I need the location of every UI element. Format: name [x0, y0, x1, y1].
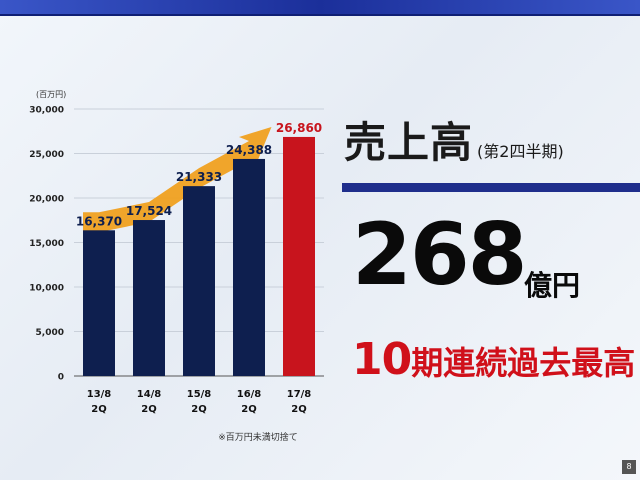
- y-tick-label: 15,000: [29, 239, 64, 249]
- bar: [83, 230, 115, 376]
- x-tick-sublabel: 2Q: [291, 404, 306, 415]
- x-tick-sublabel: 2Q: [191, 404, 206, 415]
- record-statement: 10期連続過去最高: [352, 338, 635, 382]
- chart-footnote: ※百万円未満切捨て: [218, 431, 298, 443]
- y-tick-label: 25,000: [29, 150, 64, 160]
- x-tick-sublabel: 2Q: [91, 404, 106, 415]
- y-tick-label: 5,000: [36, 328, 64, 338]
- x-tick-sublabel: 2Q: [241, 404, 256, 415]
- sales-value: 268: [352, 205, 528, 305]
- x-tick-label: 17/8: [287, 389, 312, 400]
- y-tick-label: 20,000: [29, 195, 64, 205]
- y-tick-label: 0: [58, 373, 64, 383]
- bar-value-label: 24,388: [226, 143, 272, 157]
- bar-value-label: 17,524: [126, 204, 172, 218]
- y-tick-label: 10,000: [29, 284, 64, 294]
- record-count: 10: [352, 334, 412, 385]
- page-number: 8: [622, 460, 636, 474]
- bar-value-label: 26,860: [276, 121, 322, 135]
- header-rule: [0, 14, 640, 16]
- x-tick-label: 13/8: [87, 389, 112, 400]
- sales-unit: 億円: [524, 269, 581, 302]
- bar-value-label: 16,370: [76, 214, 122, 228]
- header-banner: [0, 0, 640, 14]
- y-axis-unit-label: (百万円): [36, 90, 66, 99]
- headline-title-main: 売上高: [344, 118, 474, 167]
- x-tick-label: 15/8: [187, 389, 212, 400]
- bar: [133, 220, 165, 376]
- headline-title: 売上高 (第2四半期): [344, 122, 564, 164]
- headline-subtitle: (第2四半期): [477, 142, 564, 161]
- bar: [183, 186, 215, 376]
- bar: [233, 158, 265, 376]
- bar-value-label: 21,333: [176, 170, 222, 184]
- title-underline-bar: [342, 183, 640, 192]
- x-tick-sublabel: 2Q: [141, 404, 156, 415]
- x-tick-label: 14/8: [137, 389, 162, 400]
- y-tick-label: 30,000: [29, 106, 64, 116]
- bar-highlighted: [283, 136, 315, 376]
- trend-arrow: [83, 126, 272, 233]
- record-text: 期連続過去最高: [411, 344, 636, 382]
- x-tick-label: 16/8: [237, 389, 262, 400]
